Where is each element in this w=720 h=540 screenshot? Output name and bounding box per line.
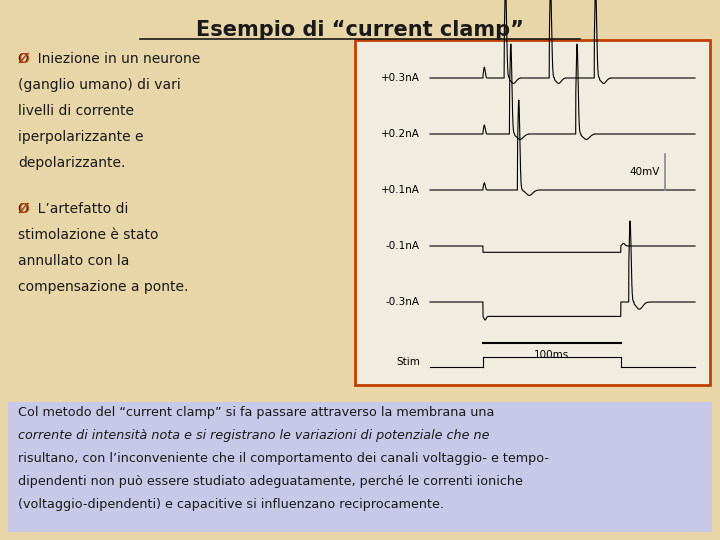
Text: Esempio di “current clamp”: Esempio di “current clamp” — [196, 20, 524, 40]
Bar — [355, 40, 710, 385]
Text: depolarizzante.: depolarizzante. — [18, 156, 125, 170]
Text: compensazione a ponte.: compensazione a ponte. — [18, 280, 189, 294]
Text: Ø  Iniezione in un neurone: Ø Iniezione in un neurone — [18, 52, 200, 66]
Text: -0.3nA: -0.3nA — [386, 297, 420, 307]
Text: dipendenti non può essere studiato adeguatamente, perché le correnti ioniche: dipendenti non può essere studiato adegu… — [18, 475, 523, 488]
Text: (ganglio umano) di vari: (ganglio umano) di vari — [18, 78, 181, 92]
Text: livelli di corrente: livelli di corrente — [18, 104, 134, 118]
Text: +0.3nA: +0.3nA — [381, 73, 420, 83]
Text: +0.2nA: +0.2nA — [381, 129, 420, 139]
Text: Ø  L’artefatto di: Ø L’artefatto di — [18, 202, 128, 216]
Text: Ø: Ø — [18, 202, 29, 216]
Text: +0.1nA: +0.1nA — [381, 185, 420, 195]
Text: annullato con la: annullato con la — [18, 254, 130, 268]
Text: Ø: Ø — [18, 52, 29, 66]
Text: -0.1nA: -0.1nA — [386, 241, 420, 251]
Text: (voltaggio-dipendenti) e capacitive si influenzano reciprocamente.: (voltaggio-dipendenti) e capacitive si i… — [18, 498, 444, 511]
Text: corrente di intensità nota e si registrano le variazioni di potenziale che ne: corrente di intensità nota e si registra… — [18, 429, 490, 442]
Text: 100ms: 100ms — [534, 350, 570, 360]
Text: Stim: Stim — [396, 357, 420, 367]
Text: 40mV: 40mV — [629, 167, 660, 177]
Text: Col metodo del “current clamp” si fa passare attraverso la membrana una: Col metodo del “current clamp” si fa pas… — [18, 406, 495, 419]
Bar — [8, 402, 712, 532]
Text: iperpolarizzante e: iperpolarizzante e — [18, 130, 143, 144]
Text: stimolazione è stato: stimolazione è stato — [18, 228, 158, 242]
Text: risultano, con l’inconveniente che il comportamento dei canali voltaggio- e temp: risultano, con l’inconveniente che il co… — [18, 452, 549, 465]
